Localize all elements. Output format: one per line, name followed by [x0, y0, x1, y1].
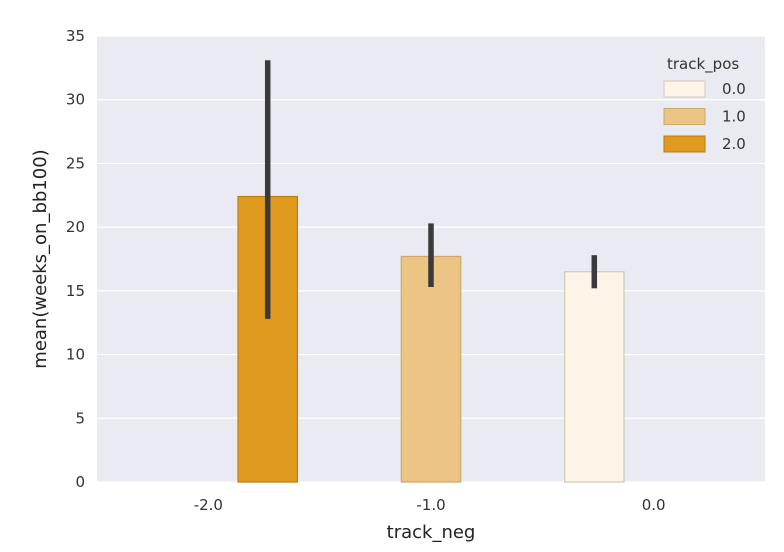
y-tick-label: 30 [66, 91, 85, 109]
y-tick-label: 15 [66, 282, 85, 300]
legend: track_pos 0.0 1.0 2.0 [663, 55, 746, 153]
x-axis-label: track_neg [387, 522, 476, 543]
legend-label: 1.0 [722, 108, 746, 126]
legend-label: 0.0 [722, 80, 746, 98]
y-tick-label: 25 [66, 154, 85, 172]
x-tick-label: -1.0 [416, 496, 445, 514]
x-tick-label: 0.0 [642, 496, 666, 514]
error-bars [264, 60, 598, 319]
bar [563, 271, 625, 483]
x-tick-label: -2.0 [194, 496, 223, 514]
y-tick-label: 20 [66, 218, 85, 236]
legend-swatch [663, 135, 706, 153]
y-tick-label: 5 [75, 409, 85, 427]
bars [237, 195, 625, 483]
legend-swatch [663, 80, 706, 98]
legend-title: track_pos [667, 55, 739, 74]
bar [400, 255, 462, 483]
x-tick-labels: -2.0 -1.0 0.0 [194, 496, 666, 514]
y-axis-label: mean(weeks_on_bb100) [30, 149, 51, 368]
y-tick-label: 0 [75, 473, 85, 491]
legend-swatch [663, 108, 706, 125]
legend-label: 2.0 [722, 135, 746, 153]
y-tick-label: 35 [66, 27, 85, 45]
y-tick-labels: 0 5 10 15 20 25 30 35 [66, 27, 85, 491]
y-tick-label: 10 [66, 346, 85, 364]
